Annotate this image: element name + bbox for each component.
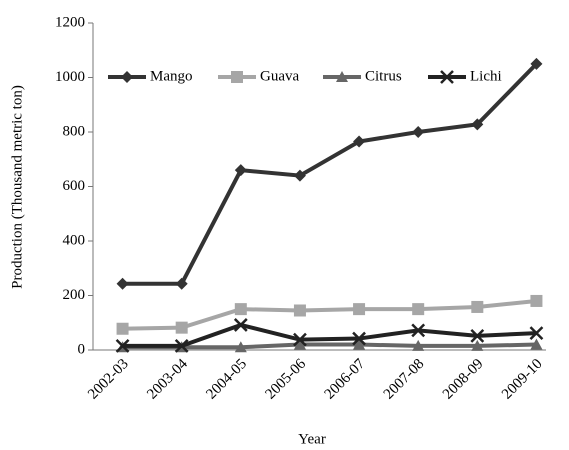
y-tick-label: 1000 — [55, 69, 85, 85]
y-tick-label: 1200 — [55, 14, 85, 30]
y-tick-label: 400 — [63, 232, 86, 248]
x-tick-label: 2006-07 — [322, 356, 369, 403]
x-tick-label: 2003-04 — [144, 356, 191, 403]
marker — [471, 118, 484, 131]
marker — [121, 71, 133, 83]
legend: Mango Guava Citrus Lichi — [108, 68, 502, 84]
marker — [440, 70, 454, 84]
x-tick-label: 2007-08 — [381, 356, 428, 403]
marker — [234, 164, 247, 177]
marker — [529, 326, 544, 340]
legend-label: Citrus — [365, 68, 402, 84]
marker — [530, 57, 543, 70]
y-tick-label: 600 — [63, 178, 86, 194]
y-axis-label: Production (Thousand metric ton) — [9, 85, 25, 289]
marker — [116, 277, 129, 290]
marker — [471, 300, 484, 313]
marker — [336, 71, 348, 82]
x-tick-label: 2002-03 — [85, 356, 132, 403]
legend-label: Mango — [150, 68, 193, 84]
series-line — [122, 342, 537, 350]
x-tick-label: 2005-06 — [263, 356, 310, 403]
series-line — [122, 62, 538, 286]
marker — [353, 135, 366, 148]
marker — [352, 331, 366, 346]
marker — [470, 328, 485, 343]
marker — [412, 339, 425, 351]
marker — [353, 303, 366, 316]
y-tick-label: 800 — [63, 123, 86, 139]
marker — [412, 126, 425, 138]
x-axis-label: Year — [298, 431, 326, 447]
x-tick-label: 2004-05 — [203, 356, 250, 403]
marker — [175, 321, 188, 334]
marker — [530, 294, 543, 307]
marker — [353, 338, 366, 350]
series-line — [122, 298, 537, 331]
x-tick-label: 2008-09 — [440, 356, 487, 403]
marker — [293, 332, 307, 347]
legend-label: Guava — [260, 68, 299, 84]
marker — [412, 303, 425, 316]
x-tick-label: 2009-10 — [499, 356, 546, 403]
marker — [231, 71, 243, 83]
marker — [174, 339, 189, 353]
marker — [293, 169, 306, 182]
marker — [233, 318, 248, 332]
marker — [234, 303, 247, 316]
marker — [116, 322, 129, 335]
series-line — [122, 322, 537, 348]
marker — [115, 339, 130, 353]
y-tick-label: 0 — [78, 341, 86, 357]
marker — [293, 338, 306, 350]
marker — [530, 338, 543, 350]
marker — [411, 323, 426, 338]
legend-label: Lichi — [470, 68, 502, 84]
marker — [293, 304, 306, 317]
y-tick-label: 200 — [63, 287, 86, 303]
marker — [234, 341, 247, 353]
marker — [175, 277, 188, 290]
marker — [471, 339, 484, 351]
